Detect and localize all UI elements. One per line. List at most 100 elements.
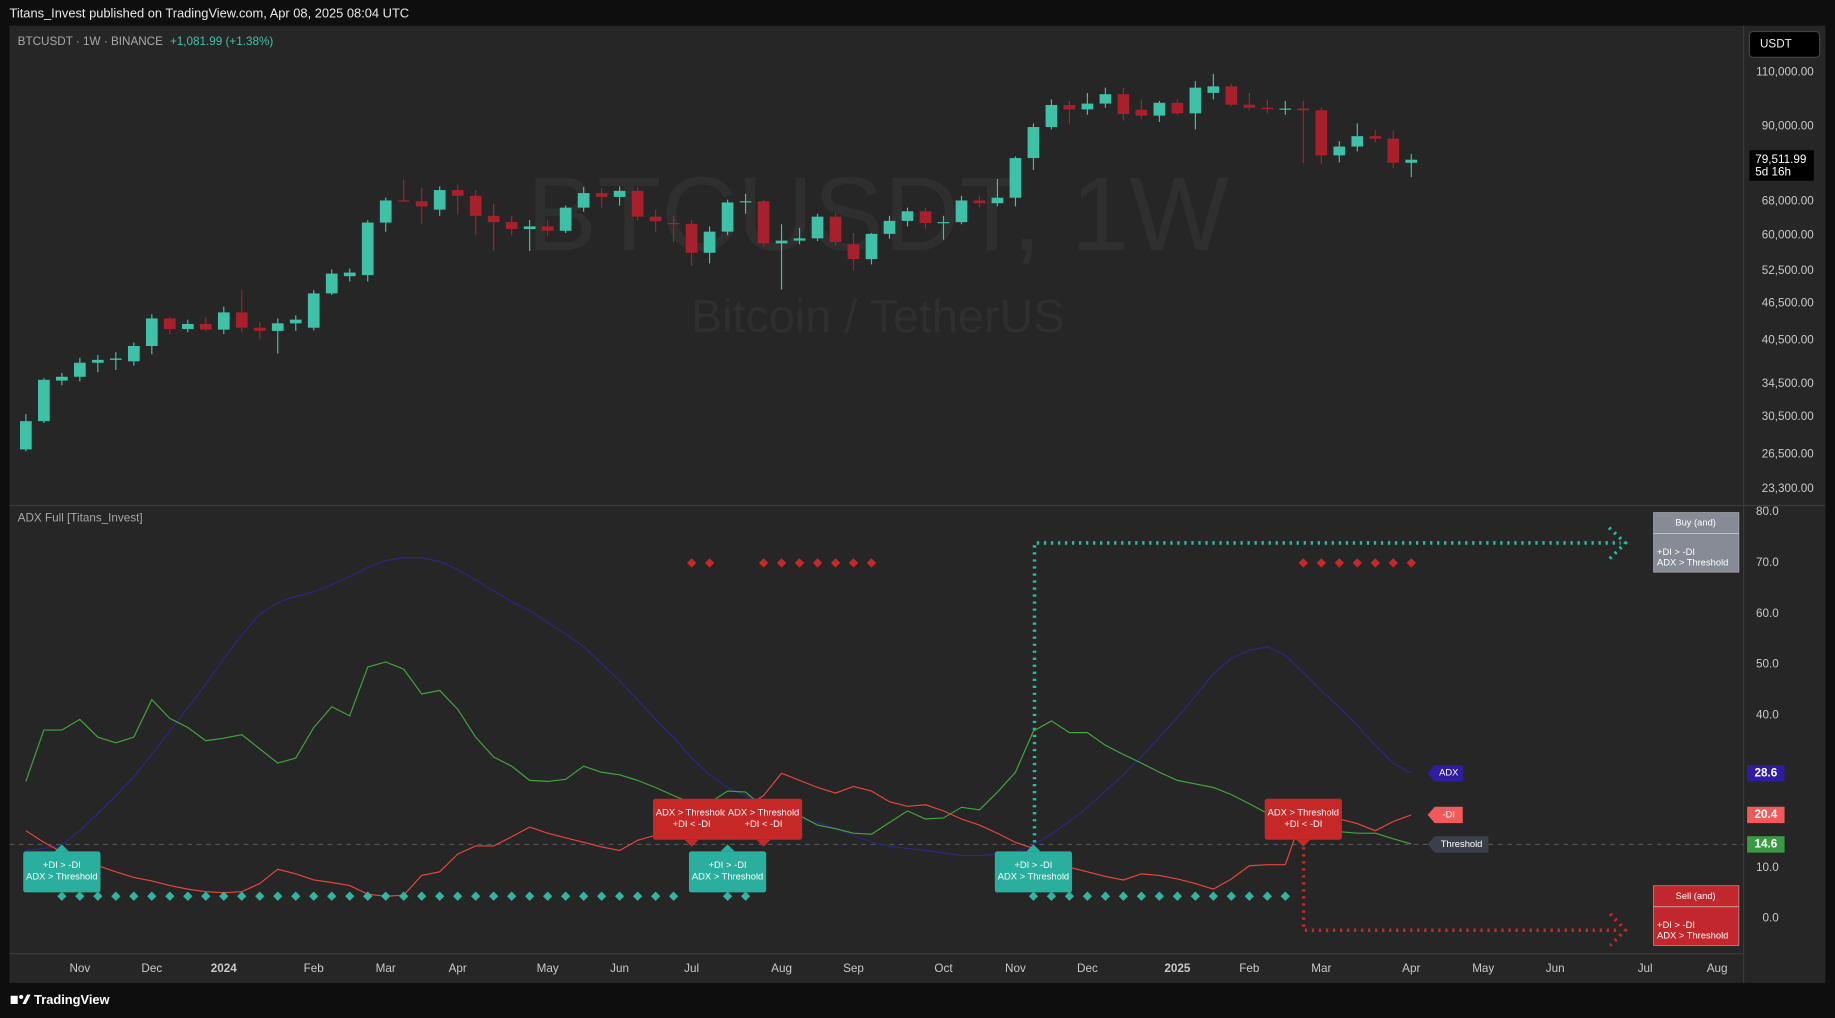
value-tag-text: 20.4 xyxy=(1754,808,1777,821)
candle-body xyxy=(235,312,248,328)
y-tick-label: 70.0 xyxy=(1756,556,1779,569)
y-tick-label: 40.0 xyxy=(1756,708,1779,721)
signal-marker xyxy=(614,891,625,901)
watermark-symbol: BTCUSDT, 1W xyxy=(527,156,1230,273)
candle-body xyxy=(325,273,338,294)
signal-marker xyxy=(237,891,247,901)
candle-body xyxy=(631,190,644,217)
annotation-text: ADX > Threshold xyxy=(728,807,799,817)
currency-button[interactable] xyxy=(1748,31,1821,58)
signal-marker xyxy=(506,891,517,901)
candle-body xyxy=(253,327,266,331)
candle-body xyxy=(1099,94,1112,104)
x-tick-label: Aug xyxy=(1707,962,1728,975)
signal-marker xyxy=(363,891,373,901)
x-tick-label: Mar xyxy=(1311,962,1331,975)
candle-body xyxy=(469,195,482,216)
candle-body xyxy=(199,323,212,330)
candle-body xyxy=(379,200,392,223)
legend-title: Sell (and) xyxy=(1676,891,1716,901)
annotation-pointer xyxy=(1026,844,1041,852)
candle-body xyxy=(1243,104,1256,108)
candle-body xyxy=(955,200,968,223)
signal-marker xyxy=(291,891,301,901)
candle-body xyxy=(523,226,536,230)
signal-marker xyxy=(309,891,319,901)
x-tick-label: Nov xyxy=(1005,962,1026,975)
candle-body xyxy=(451,190,464,196)
signal-marker xyxy=(1100,891,1111,901)
candle-body xyxy=(757,201,770,244)
y-tick-label: 23,300.00 xyxy=(1762,482,1814,495)
candle-body xyxy=(271,323,284,331)
candle-body xyxy=(811,216,824,239)
x-tick-label: Aug xyxy=(771,962,792,975)
signal-marker xyxy=(273,891,283,901)
candle-body xyxy=(883,220,896,234)
candle-body xyxy=(1045,104,1058,128)
signal-marker xyxy=(1154,891,1165,901)
x-tick-label: 2025 xyxy=(1164,962,1191,975)
publish-info: Titans_Invest published on TradingView.c… xyxy=(9,5,409,20)
y-tick-label: 30,500.00 xyxy=(1762,410,1814,423)
last-price: 79,511.99 xyxy=(1755,153,1806,166)
annotation-text: +DI < -DI xyxy=(1284,819,1322,829)
symbol-info: BTCUSDT · 1W · BINANCE +1,081.99 (+1.38%) xyxy=(18,35,274,48)
annotation-box xyxy=(652,798,731,840)
signal-marker xyxy=(1208,891,1219,901)
series-name-tag-shape xyxy=(1427,806,1463,824)
threshold-name-tag-shape xyxy=(1427,836,1489,853)
candle-body xyxy=(973,200,986,204)
candle-body xyxy=(415,201,428,207)
annotation-pointer xyxy=(684,839,699,847)
candle-body xyxy=(919,211,932,223)
candle-body xyxy=(145,318,158,347)
candle-body xyxy=(847,244,860,260)
candle-body xyxy=(1369,136,1382,139)
candle-body xyxy=(127,346,140,362)
signal-marker xyxy=(1244,891,1255,901)
x-tick-label: Mar xyxy=(376,962,396,975)
annotation-text: ADX > Threshold xyxy=(656,807,727,817)
candle-body xyxy=(1333,146,1346,156)
annotation-text: +DI > -DI xyxy=(43,860,81,870)
value-tag-text: 28.6 xyxy=(1754,766,1777,779)
x-tick-label: 2024 xyxy=(211,962,238,975)
chart-area xyxy=(9,25,1826,983)
candle-body xyxy=(937,222,950,224)
candle-body xyxy=(1117,94,1130,114)
x-tick-label: Jun xyxy=(1546,962,1565,975)
annotation-text: ADX > Threshold xyxy=(998,872,1069,882)
y-tick-label: 40,500.00 xyxy=(1762,334,1814,347)
signal-marker xyxy=(1028,891,1039,901)
signal-marker xyxy=(165,891,175,901)
y-tick-label: 46,500.00 xyxy=(1762,297,1814,310)
candle-body xyxy=(739,201,752,203)
legend-line: ADX > Threshold xyxy=(1657,557,1728,567)
candle-body xyxy=(1387,138,1400,163)
x-tick-label: Dec xyxy=(1077,962,1098,975)
x-tick-label: Oct xyxy=(934,962,953,975)
signal-marker xyxy=(453,891,463,901)
candle-body xyxy=(1279,108,1292,110)
candle-body xyxy=(38,379,50,422)
x-tick-label: May xyxy=(1472,962,1494,975)
candle-body xyxy=(829,216,842,243)
candle-body xyxy=(1351,136,1364,147)
annotation-box xyxy=(688,851,767,893)
y-tick-label: 60.0 xyxy=(1756,607,1779,620)
signal-marker xyxy=(1064,891,1075,901)
candle-body xyxy=(217,312,230,330)
last-price-tag xyxy=(1749,150,1814,181)
candle-body xyxy=(991,197,1004,204)
buy-guide xyxy=(1032,541,1621,843)
signal-marker xyxy=(1118,891,1129,901)
y-tick-label: 68,000.00 xyxy=(1762,195,1814,208)
candle-body xyxy=(667,222,680,225)
signal-marker xyxy=(327,891,337,901)
candle-body xyxy=(793,238,806,241)
candle-body xyxy=(1063,104,1076,110)
candle-body xyxy=(595,193,608,197)
y-tick-label: 90,000.00 xyxy=(1762,120,1814,133)
